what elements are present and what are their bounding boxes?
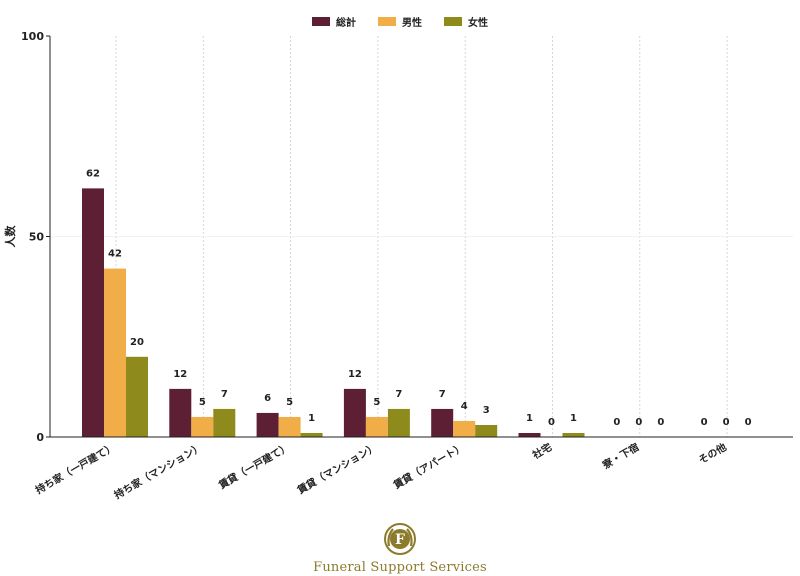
data-label: 5 [199, 397, 206, 408]
data-label: 1 [526, 413, 533, 424]
bar-female [300, 432, 323, 437]
legend-item-total: 総計 [312, 14, 356, 29]
data-label: 0 [548, 417, 555, 428]
x-tick-label: 寮・下宿 [599, 440, 641, 472]
legend-label-female: 女性 [468, 18, 488, 29]
data-label: 0 [723, 417, 730, 428]
bar-total [169, 388, 192, 437]
data-label: 4 [461, 401, 468, 412]
bar-male [278, 416, 301, 437]
bar-male [191, 416, 214, 437]
bars [82, 188, 585, 437]
bar-female [475, 424, 498, 437]
legend-swatch-total [312, 17, 330, 26]
grid-lines [50, 36, 793, 437]
x-tick-label: 社宅 [529, 440, 554, 462]
bar-female [213, 408, 236, 437]
data-label: 7 [221, 389, 228, 400]
data-label: 12 [173, 369, 187, 380]
logo-text: Funeral Support Services [313, 560, 487, 575]
x-tick-label: 持ち家（一戸建て） [33, 440, 117, 496]
y-tick-label: 50 [29, 231, 45, 244]
wreath-emblem-icon: F [383, 522, 417, 560]
data-labels: 62 12 6 12 7 1 0 0 42 5 5 5 4 0 0 0 20 7 1 7 3 1 0 0 [86, 168, 752, 428]
bar-female [387, 408, 410, 437]
data-label: 7 [439, 389, 446, 400]
bar-male [365, 416, 388, 437]
legend-label-total: 総計 [336, 18, 356, 29]
company-logo: F Funeral Support Services [0, 522, 800, 575]
data-label: 0 [657, 417, 664, 428]
bar-total [343, 388, 366, 437]
bar-total [431, 408, 454, 437]
y-axis-label: 人数 [3, 225, 17, 248]
x-tick-label: 持ち家（マンション） [112, 440, 205, 501]
legend-swatch-male [378, 17, 396, 26]
bar-female [562, 432, 585, 437]
data-label: 12 [348, 369, 362, 380]
x-tick-label: 賃貸（アパート） [390, 440, 466, 492]
y-tick-label: 0 [36, 431, 44, 444]
data-label: 0 [613, 417, 620, 428]
logo-letter: F [395, 532, 405, 548]
chart-legend: 総計 男性 女性 [0, 14, 800, 29]
data-label: 3 [483, 405, 490, 416]
x-tick-label: その他 [696, 440, 728, 466]
data-label: 20 [130, 337, 144, 348]
legend-label-male: 男性 [402, 18, 422, 29]
data-label: 62 [86, 168, 100, 179]
bar-total [256, 412, 279, 437]
data-label: 42 [108, 249, 122, 260]
data-label: 0 [701, 417, 708, 428]
data-label: 1 [570, 413, 577, 424]
bar-total [518, 432, 541, 437]
x-tick-label: 賃貸（マンション） [294, 440, 379, 497]
data-label: 7 [395, 389, 402, 400]
data-label: 6 [264, 393, 271, 404]
data-label: 0 [635, 417, 642, 428]
bar-male [104, 268, 126, 437]
y-tick-label: 100 [21, 30, 44, 43]
x-tick-label: 賃貸（一戸建て） [215, 440, 292, 492]
data-label: 5 [373, 397, 380, 408]
bar-total [82, 188, 104, 437]
bar-female [126, 356, 148, 437]
legend-item-female: 女性 [444, 14, 488, 29]
data-label: 5 [286, 397, 293, 408]
legend-swatch-female [444, 17, 462, 26]
data-label: 0 [745, 417, 752, 428]
legend-item-male: 男性 [378, 14, 422, 29]
data-label: 1 [308, 413, 315, 424]
bar-male [453, 420, 476, 437]
